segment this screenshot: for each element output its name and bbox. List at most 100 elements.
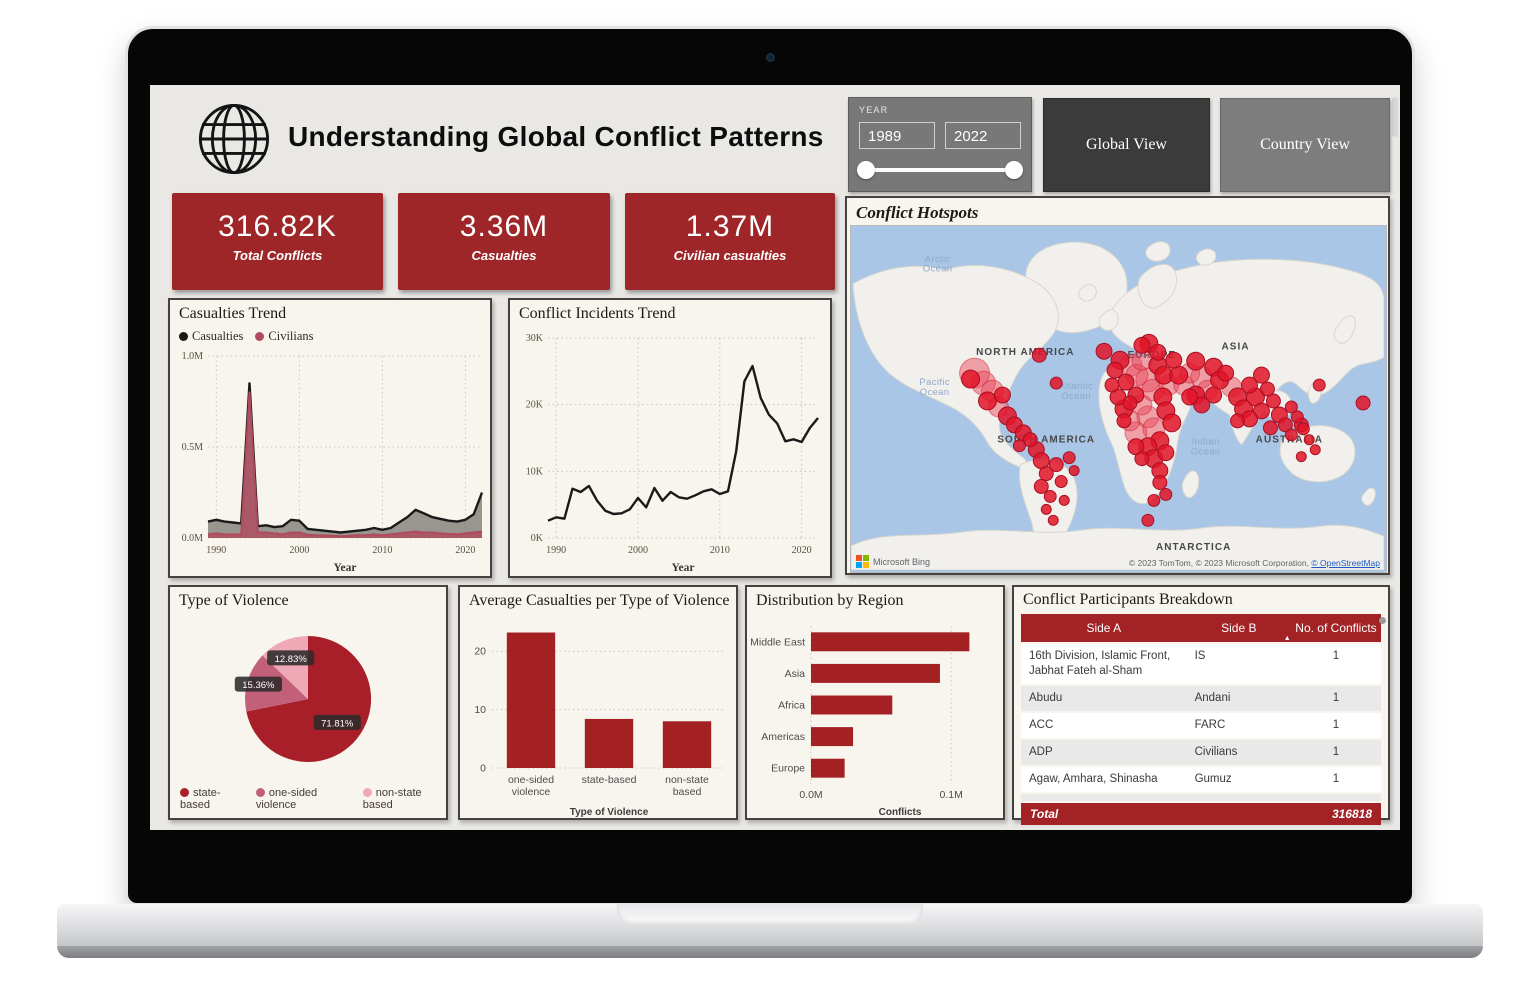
svg-text:0.1M: 0.1M xyxy=(939,789,962,801)
openstreetmap-link[interactable]: © OpenStreetMap xyxy=(1311,558,1380,568)
svg-text:0: 0 xyxy=(480,763,486,775)
year-start-input[interactable]: 1989 xyxy=(859,122,935,149)
svg-text:Middle East: Middle East xyxy=(750,636,805,648)
kpi-label: Casualties xyxy=(471,248,537,263)
country-view-button[interactable]: Country View xyxy=(1220,98,1390,192)
legend-item: Casualties xyxy=(179,329,243,344)
chart-legend: Casualties Civilians xyxy=(179,329,314,344)
laptop-base-edge xyxy=(57,946,1483,958)
svg-text:0.5M: 0.5M xyxy=(182,442,204,453)
pie-legend: state-based one-sided violence non-state b… xyxy=(180,787,446,811)
legend-dot xyxy=(255,788,265,797)
svg-text:Americas: Americas xyxy=(761,731,805,743)
legend-item: one-sided violence xyxy=(255,787,318,811)
panel-title: Type of Violence xyxy=(179,592,289,609)
legend-item: Civilians xyxy=(255,329,314,344)
table-row[interactable]: Agaw, Amhara, Shinasha Gumuz 1 xyxy=(1021,766,1381,792)
svg-text:0.0M: 0.0M xyxy=(182,533,204,544)
svg-text:20K: 20K xyxy=(526,400,544,411)
global-view-button[interactable]: Global View xyxy=(1043,98,1210,192)
legend-item: state-based xyxy=(180,787,221,811)
svg-text:1990: 1990 xyxy=(546,545,566,556)
kpi-value: 3.36M xyxy=(459,210,549,243)
svg-text:ANTARCTICA: ANTARCTICA xyxy=(1156,542,1231,553)
panel-title: Distribution by Region xyxy=(756,592,904,609)
legend-dot xyxy=(180,788,189,797)
table-row[interactable]: ADP Civilians 1 xyxy=(1021,739,1381,765)
kpi-total-conflicts: 316.82K Total Conflicts xyxy=(172,193,383,290)
svg-text:1.0M: 1.0M xyxy=(182,351,204,362)
svg-text:30K: 30K xyxy=(526,333,544,344)
legend-item: non-state based xyxy=(362,787,422,811)
column-header-side-b[interactable]: Side B xyxy=(1221,621,1257,635)
panel-title: Conflict Incidents Trend xyxy=(519,305,676,322)
svg-text:NORTH AMERICA: NORTH AMERICA xyxy=(976,347,1074,358)
year-slicer-label: YEAR xyxy=(859,105,889,115)
legend-dot xyxy=(179,332,188,341)
svg-text:2020: 2020 xyxy=(792,545,812,556)
column-header-conflicts[interactable]: No. of Conflicts xyxy=(1295,621,1377,635)
casualties-trend-chart[interactable]: 1990 2000 2010 2020 0.0M 0.5M 1.0M Year xyxy=(172,348,492,574)
kpi-civilian-casualties: 1.37M Civilian casualties xyxy=(625,193,835,290)
svg-text:20: 20 xyxy=(474,646,486,658)
svg-text:0.0M: 0.0M xyxy=(799,789,822,801)
avg-casualties-panel: Average Casualties per Type of Violence … xyxy=(458,585,738,820)
year-end-input[interactable]: 2022 xyxy=(945,122,1021,149)
webcam-icon xyxy=(766,53,775,62)
laptop-notch xyxy=(617,904,923,924)
year-slider-handle-right[interactable] xyxy=(1005,161,1023,179)
year-slider-track[interactable] xyxy=(863,168,1017,172)
table-row[interactable]: ACC FARC 1 xyxy=(1021,712,1381,738)
region-distribution-chart[interactable]: 0.0M 0.1M Middle East Asia Africa Americas Eur… xyxy=(749,614,1005,818)
table-scrollbar[interactable] xyxy=(1379,617,1386,624)
year-slider-handle-left[interactable] xyxy=(857,161,875,179)
table-row[interactable]: 16th Division, Islamic Front, Jabhat Fat… xyxy=(1021,644,1381,684)
sort-indicator-icon: ▲ xyxy=(1283,635,1291,642)
svg-text:Africa: Africa xyxy=(778,700,805,712)
map-attribution: © 2023 TomTom, © 2023 Microsoft Corporat… xyxy=(1128,558,1380,568)
page-scrollbar[interactable] xyxy=(1392,97,1398,137)
table-header[interactable]: Side A Side B No. of Conflicts ▲ xyxy=(1021,614,1381,642)
svg-text:Type of Violence: Type of Violence xyxy=(570,807,649,818)
avg-casualties-bar-chart[interactable]: 0 10 20 one-sided violence state-based non-sta… xyxy=(462,614,738,818)
page-title: Understanding Global Conflict Patterns xyxy=(288,121,824,152)
svg-text:15.36%: 15.36% xyxy=(242,680,275,691)
kpi-value: 316.82K xyxy=(218,210,337,243)
table-row-partial xyxy=(1021,793,1381,801)
bing-logo-text: Microsoft Bing xyxy=(873,556,931,567)
panel-title: Conflict Hotspots xyxy=(856,203,979,222)
kpi-casualties: 3.36M Casualties xyxy=(398,193,610,290)
svg-text:10: 10 xyxy=(474,704,486,716)
column-header-side-a[interactable]: Side A xyxy=(1086,621,1122,635)
conflict-hotspots-panel: Conflict Hotspots xyxy=(845,196,1390,575)
panel-title: Casualties Trend xyxy=(179,305,287,322)
year-slicer: YEAR 1989 2022 xyxy=(848,97,1032,192)
dashboard: Understanding Global Conflict Patterns Y… xyxy=(150,85,1400,830)
svg-text:2000: 2000 xyxy=(289,545,309,556)
incidents-trend-chart[interactable]: 1990 2000 2010 2020 0K 10K 20K 30K Year xyxy=(512,328,832,574)
type-of-violence-pie[interactable]: 71.81% 15.36% 12.83% xyxy=(172,613,448,791)
casualties-trend-panel: Casualties Trend Casualties Civilians 19… xyxy=(168,298,492,578)
svg-text:12.83%: 12.83% xyxy=(275,654,308,665)
conflict-bubbles[interactable] xyxy=(959,333,1371,527)
table-row[interactable]: Abudu Andani 1 xyxy=(1021,685,1381,711)
kpi-label: Civilian casualties xyxy=(673,248,787,263)
incidents-trend-panel: Conflict Incidents Trend 1990 2000 2010 202… xyxy=(508,298,832,578)
svg-text:2010: 2010 xyxy=(710,545,730,556)
total-value: 316818 xyxy=(1331,806,1372,821)
svg-text:Year: Year xyxy=(334,562,357,574)
type-of-violence-panel: Type of Violence 71.81% 15.36% 12.83% stat… xyxy=(168,585,448,820)
svg-text:0K: 0K xyxy=(531,533,544,544)
table-total-row: Total 316818 xyxy=(1021,802,1381,825)
bing-logo[interactable]: Microsoft Bing xyxy=(856,555,930,568)
svg-text:2010: 2010 xyxy=(372,545,392,556)
